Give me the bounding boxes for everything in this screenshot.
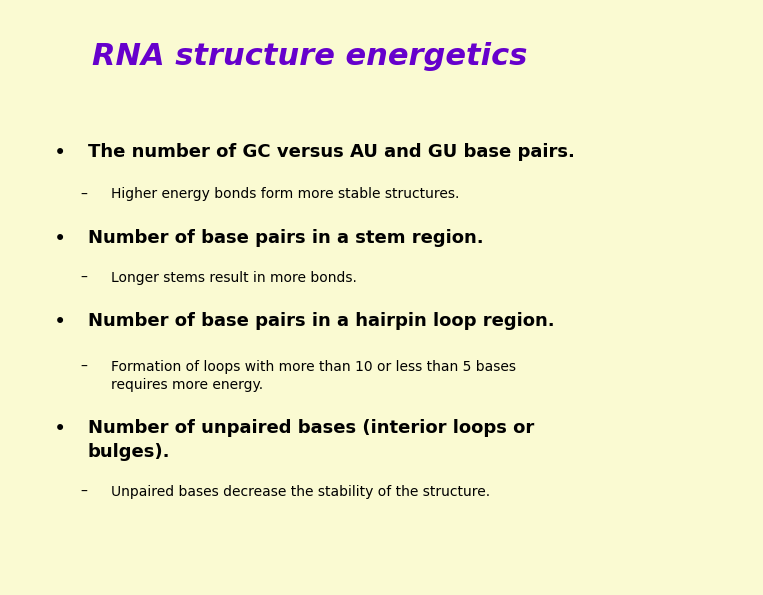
Text: Number of base pairs in a hairpin loop region.: Number of base pairs in a hairpin loop r…	[88, 312, 555, 330]
Text: Formation of loops with more than 10 or less than 5 bases
requires more energy.: Formation of loops with more than 10 or …	[111, 360, 516, 392]
Text: –: –	[80, 360, 87, 374]
Text: The number of GC versus AU and GU base pairs.: The number of GC versus AU and GU base p…	[88, 143, 575, 161]
Text: •: •	[53, 229, 66, 249]
Text: Higher energy bonds form more stable structures.: Higher energy bonds form more stable str…	[111, 187, 459, 202]
Text: •: •	[53, 143, 66, 163]
Text: Number of unpaired bases (interior loops or
bulges).: Number of unpaired bases (interior loops…	[88, 419, 534, 461]
Text: Longer stems result in more bonds.: Longer stems result in more bonds.	[111, 271, 356, 285]
Text: Unpaired bases decrease the stability of the structure.: Unpaired bases decrease the stability of…	[111, 485, 490, 499]
Text: RNA structure energetics: RNA structure energetics	[92, 42, 527, 71]
Text: •: •	[53, 419, 66, 440]
Text: •: •	[53, 312, 66, 333]
Text: –: –	[80, 271, 87, 285]
Text: –: –	[80, 187, 87, 202]
Text: –: –	[80, 485, 87, 499]
Text: Number of base pairs in a stem region.: Number of base pairs in a stem region.	[88, 229, 484, 247]
